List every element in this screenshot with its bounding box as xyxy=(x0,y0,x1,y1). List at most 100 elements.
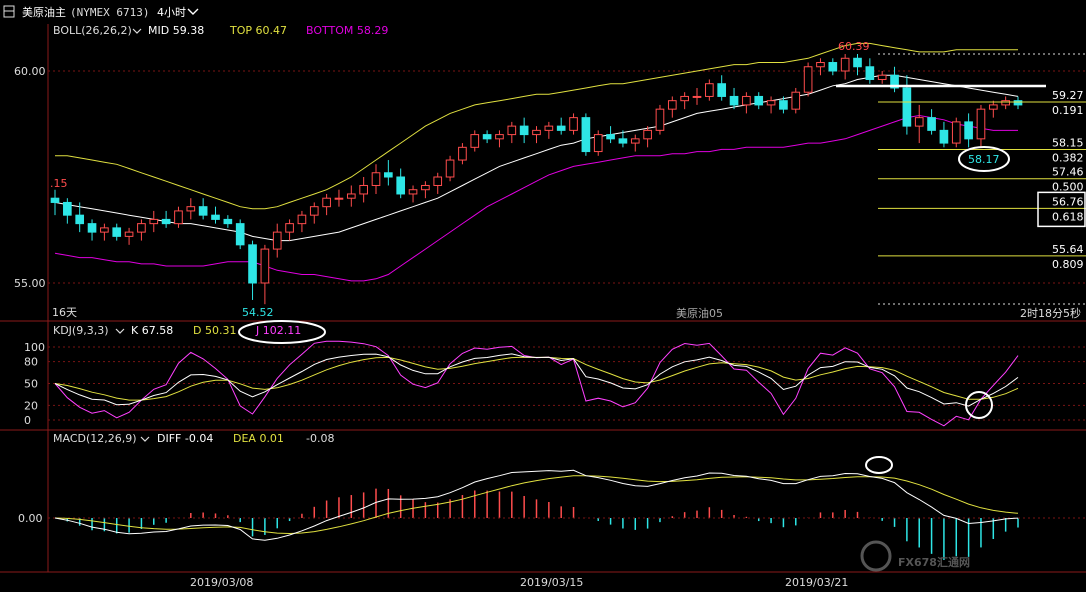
candle xyxy=(75,214,85,225)
fib-ratio: 0.618 xyxy=(1052,210,1084,223)
period-selector[interactable]: 4小时 xyxy=(157,6,186,19)
candle xyxy=(692,95,702,98)
x-tick-2: 2019/03/21 xyxy=(785,576,848,589)
days-label: 16天 xyxy=(52,306,77,319)
kdj-y-axis: 100 80 50 20 0 xyxy=(24,341,1086,427)
kdj-chevron-icon[interactable] xyxy=(115,328,125,334)
candle xyxy=(828,62,838,72)
candle xyxy=(285,223,294,233)
candle xyxy=(667,100,677,110)
candle xyxy=(532,129,541,136)
j-value-ellipse xyxy=(238,320,326,344)
candle xyxy=(914,117,924,127)
kdj-tick: 80 xyxy=(24,356,38,369)
price-annotations: 60.39 54.52 .15 16天 美原油05 2时18分5秒 58.17 xyxy=(50,40,1086,320)
high-label: 60.39 xyxy=(838,40,870,53)
low-label: 54.52 xyxy=(242,306,274,319)
boll-top-line xyxy=(55,42,1018,210)
candle xyxy=(630,138,640,144)
candle xyxy=(87,223,97,233)
candle xyxy=(939,129,949,144)
kdj-tick: 0 xyxy=(24,414,31,427)
boll-bottom: BOTTOM 58.29 xyxy=(306,24,388,37)
x-tick-1: 2019/03/15 xyxy=(520,576,583,589)
boll-legend: BOLL(26,26,2) MID 59.38 TOP 60.47 BOTTOM… xyxy=(53,24,388,37)
candle xyxy=(198,206,208,216)
left-price-label: .15 xyxy=(50,177,68,190)
candle xyxy=(988,104,998,110)
candle xyxy=(433,176,443,186)
candle xyxy=(384,172,393,178)
macd-diff-line xyxy=(54,469,1019,541)
macd-legend: MACD(12,26,9) DIFF -0.04 DEA 0.01 -0.08 xyxy=(53,432,334,445)
candle xyxy=(581,117,591,153)
kdj-cross-circle xyxy=(965,391,993,419)
x-tick-0: 2019/03/08 xyxy=(190,576,253,589)
candle xyxy=(754,95,764,106)
candle xyxy=(149,218,159,225)
candle xyxy=(445,159,455,178)
macd-lines xyxy=(48,469,1086,541)
candle xyxy=(272,231,282,250)
candle xyxy=(371,172,381,186)
candle xyxy=(544,125,554,131)
macd-dea: DEA 0.01 xyxy=(233,432,284,445)
price-tick-55: 55.00 xyxy=(14,277,46,290)
callout-ellipse xyxy=(958,146,1010,172)
candle xyxy=(223,218,233,225)
instrument-title: 美原油主 xyxy=(22,5,66,19)
candle xyxy=(779,100,788,110)
fib-price: 55.64 xyxy=(1052,243,1084,256)
candle xyxy=(235,223,245,246)
candle xyxy=(309,206,319,216)
candle xyxy=(816,62,825,68)
macd-chevron-icon[interactable] xyxy=(140,436,150,442)
candle xyxy=(890,74,899,89)
fib-price: 59.27 xyxy=(1052,89,1084,102)
candle xyxy=(766,100,776,106)
callout-price: 58.17 xyxy=(968,153,1000,166)
candle xyxy=(161,218,171,225)
candle xyxy=(322,197,331,208)
boll-chevron-icon[interactable] xyxy=(132,28,142,34)
candle xyxy=(791,91,801,110)
macd-value: -0.08 xyxy=(306,432,334,445)
candle xyxy=(643,129,652,140)
candle xyxy=(248,244,257,284)
candle xyxy=(297,214,307,225)
contract-label: 美原油05 xyxy=(676,306,723,320)
candles xyxy=(50,54,1023,305)
chevron-down-icon[interactable] xyxy=(187,8,199,15)
candle xyxy=(705,83,714,97)
kdj-d: D 50.31 xyxy=(193,324,236,337)
candle xyxy=(507,125,517,136)
fib-price: 56.76 xyxy=(1052,195,1084,208)
boll-top: TOP 60.47 xyxy=(229,24,287,37)
grid xyxy=(48,70,1086,284)
candle xyxy=(865,66,875,80)
watermark: FX678汇通网 xyxy=(860,540,970,572)
candle xyxy=(717,83,727,97)
macd-histogram xyxy=(66,488,1019,560)
candle xyxy=(50,197,60,203)
candle xyxy=(396,176,406,195)
boll-label: BOLL(26,26,2) xyxy=(53,24,132,37)
candle xyxy=(902,87,912,127)
instrument-code: (NYMEX 6713) xyxy=(70,6,149,19)
price-tick-60: 60.00 xyxy=(14,65,46,78)
candle xyxy=(495,134,504,140)
countdown-label: 2时18分5秒 xyxy=(1020,306,1081,320)
candle xyxy=(569,117,578,131)
fib-highlight-box xyxy=(1037,191,1086,228)
macd-dea-line xyxy=(54,475,1019,535)
macd-cross-ellipse xyxy=(865,456,893,474)
kdj-tick: 50 xyxy=(24,378,38,391)
candle xyxy=(729,95,739,106)
candle xyxy=(742,95,751,106)
watermark-logo-icon xyxy=(860,540,892,572)
watermark-text: FX678汇通网 xyxy=(898,556,970,569)
candle xyxy=(556,125,566,131)
fib-ratio: 0.191 xyxy=(1052,104,1084,117)
candle xyxy=(124,231,134,237)
